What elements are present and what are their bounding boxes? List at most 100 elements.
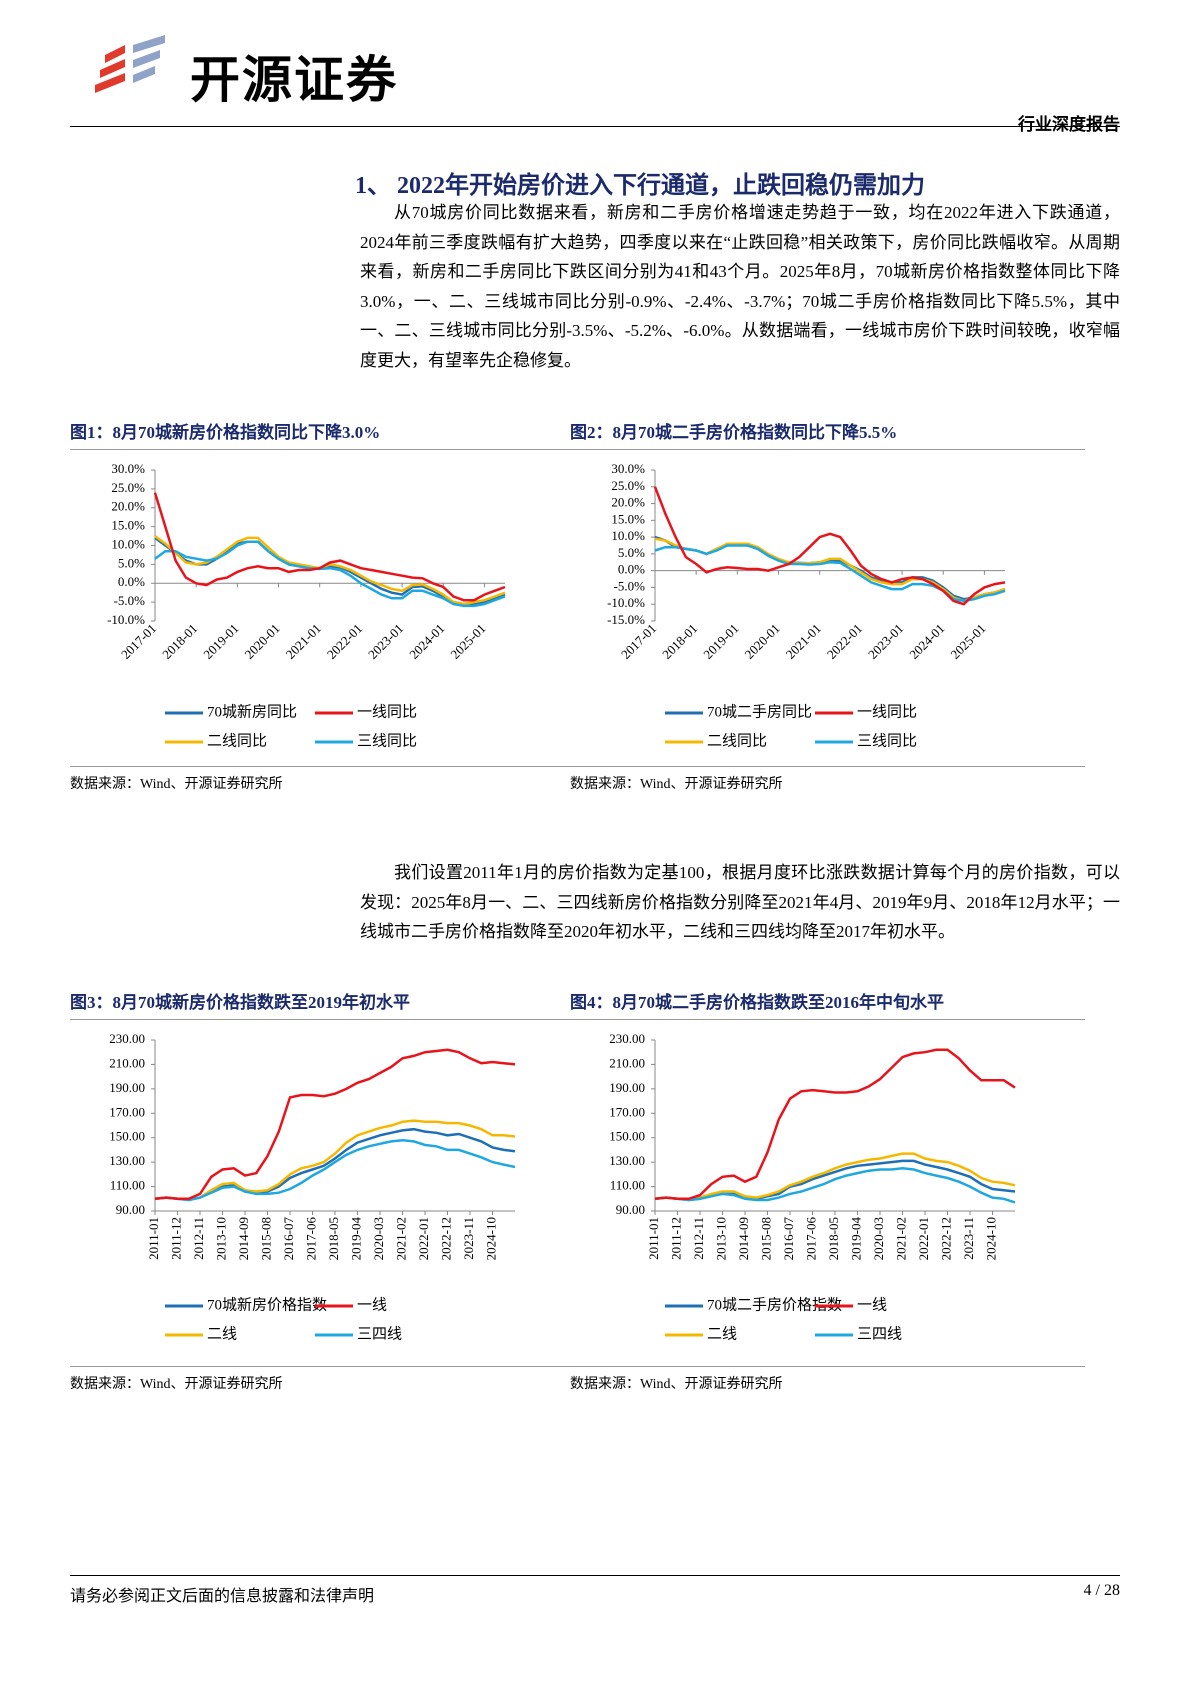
legend-label: 一线: [857, 1296, 887, 1313]
legend-label: 70城新房同比: [207, 703, 297, 720]
line-series: [154, 540, 506, 608]
legend-label: 三线同比: [357, 732, 417, 749]
x-tick-label: 2022-12: [938, 1217, 953, 1260]
line-series: [653, 486, 1006, 606]
y-tick-label: 170.00: [609, 1104, 645, 1119]
y-tick-label: 130.00: [109, 1153, 145, 1168]
brand: 开源证券: [190, 52, 398, 108]
x-tick-label: 2012-11: [191, 1217, 206, 1260]
figure-title: 图3：8月70城新房价格指数跌至2019年初水平: [70, 988, 585, 1020]
x-tick-label: 2022-01: [916, 1217, 931, 1260]
legend-label: 一线同比: [857, 703, 917, 720]
y-tick-label: 230.00: [109, 1031, 145, 1046]
figure-source: 数据来源：Wind、开源证券研究所: [70, 1366, 585, 1393]
line-series: [654, 535, 1006, 601]
x-tick-label: 2025-01: [947, 621, 988, 662]
x-tick-label: 2022-01: [324, 621, 365, 662]
y-tick-label: 0.0%: [118, 574, 145, 589]
y-tick-label: -5.0%: [114, 593, 146, 608]
paragraph: 我们设置2011年1月的房价指数为定基100，根据月度环比涨跌数据计算每个月的房…: [360, 863, 1120, 941]
page-number: 4 / 28: [1083, 1582, 1120, 1599]
x-tick-label: 2023-01: [365, 621, 406, 662]
x-tick-label: 2012-11: [691, 1217, 706, 1260]
line-series: [154, 535, 506, 606]
x-tick-label: 2013-10: [713, 1217, 728, 1260]
y-tick-label: 130.00: [609, 1153, 645, 1168]
logo: [95, 35, 165, 93]
y-tick-label: 20.0%: [611, 495, 645, 510]
x-tick-label: 2018-01: [159, 621, 200, 662]
line-series: [654, 1152, 1016, 1202]
legend-label: 三四线: [357, 1325, 402, 1342]
legend-label: 70城新房价格指数: [207, 1296, 327, 1313]
y-tick-label: 170.00: [109, 1104, 145, 1119]
x-tick-label: 2011-12: [168, 1217, 183, 1260]
x-tick-label: 2018-05: [826, 1217, 841, 1260]
y-tick-label: 25.0%: [611, 478, 645, 493]
x-tick-label: 2019-04: [348, 1217, 363, 1261]
y-tick-label: 90.00: [616, 1202, 645, 1217]
line-series: [154, 1127, 516, 1202]
x-tick-label: 2017-06: [803, 1217, 818, 1261]
line-series: [154, 1048, 516, 1201]
y-tick-label: 190.00: [109, 1080, 145, 1095]
x-tick-label: 2020-03: [871, 1217, 886, 1260]
disclaimer: 请务必参阅正文后面的信息披露和法律声明: [70, 1588, 375, 1605]
x-tick-label: 2021-02: [393, 1217, 408, 1260]
footer-rule: [70, 1575, 1120, 1576]
legend-label: 一线: [357, 1296, 387, 1313]
x-tick-label: 2016-07: [781, 1217, 796, 1261]
figure-title: 图1：8月70城新房价格指数同比下降3.0%: [70, 418, 585, 450]
x-tick-label: 2022-01: [824, 621, 865, 662]
legend-label: 二线: [207, 1325, 237, 1342]
y-tick-label: 25.0%: [111, 480, 145, 495]
y-tick-label: 0.0%: [618, 562, 645, 577]
x-tick-label: 2016-07: [281, 1217, 296, 1261]
legend-label: 三四线: [857, 1325, 902, 1342]
line-series: [153, 492, 506, 602]
x-tick-label: 2015-08: [258, 1217, 273, 1260]
header-rule: [70, 126, 1120, 127]
legend-label: 70城二手房同比: [707, 703, 812, 720]
legend-label: 二线同比: [707, 732, 767, 749]
figure-title: 图4：8月70城二手房价格指数跌至2016年中旬水平: [570, 988, 1085, 1020]
legend-label: 二线同比: [207, 732, 267, 749]
y-tick-label: -10.0%: [107, 612, 145, 627]
chart: 30.0%25.0%20.0%15.0%10.0%5.0%0.0%-5.0%-1…: [607, 461, 1006, 749]
x-tick-label: 2011-12: [668, 1217, 683, 1260]
x-tick-label: 2011-01: [146, 1217, 161, 1260]
y-tick-label: 190.00: [609, 1080, 645, 1095]
x-tick-label: 2023-01: [865, 621, 906, 662]
x-tick-label: 2017-06: [303, 1217, 318, 1261]
x-tick-label: 2021-01: [283, 621, 324, 662]
y-tick-label: 210.00: [109, 1055, 145, 1070]
x-tick-label: 2015-08: [758, 1217, 773, 1260]
y-tick-label: 90.00: [116, 1202, 145, 1217]
line-series: [154, 1119, 516, 1202]
x-tick-label: 2019-01: [700, 621, 741, 662]
y-tick-label: -15.0%: [607, 612, 645, 627]
line-series: [154, 1138, 516, 1202]
y-tick-label: 150.00: [609, 1129, 645, 1144]
x-tick-label: 2020-03: [371, 1217, 386, 1260]
figure-title: 图2：8月70城二手房价格指数同比下降5.5%: [570, 418, 1085, 450]
x-tick-label: 2024-01: [406, 621, 447, 662]
y-tick-label: -10.0%: [607, 595, 645, 610]
y-tick-label: 110.00: [110, 1178, 145, 1193]
y-tick-label: 110.00: [610, 1178, 645, 1193]
figure-source: 数据来源：Wind、开源证券研究所: [570, 1366, 1085, 1393]
x-tick-label: 2024-10: [983, 1217, 998, 1260]
x-tick-label: 2020-01: [742, 621, 783, 662]
x-tick-label: 2013-10: [213, 1217, 228, 1260]
x-tick-label: 2025-01: [447, 621, 488, 662]
chart: 230.00 210.00 190.00 170.00 150.00 130.00 110.…: [609, 1031, 1016, 1342]
chart: 30.0%25.0%20.0%15.0%10.0%5.0%0.0%-5.0%-1…: [107, 461, 506, 749]
y-tick-label: -5.0%: [614, 578, 646, 593]
y-tick-label: 150.00: [109, 1129, 145, 1144]
x-tick-label: 2019-04: [848, 1217, 863, 1261]
x-tick-label: 2018-01: [659, 621, 700, 662]
y-tick-label: 230.00: [609, 1031, 645, 1046]
x-tick-label: 2019-01: [200, 621, 241, 662]
line-series: [654, 537, 1006, 603]
y-tick-label: 30.0%: [111, 461, 145, 476]
